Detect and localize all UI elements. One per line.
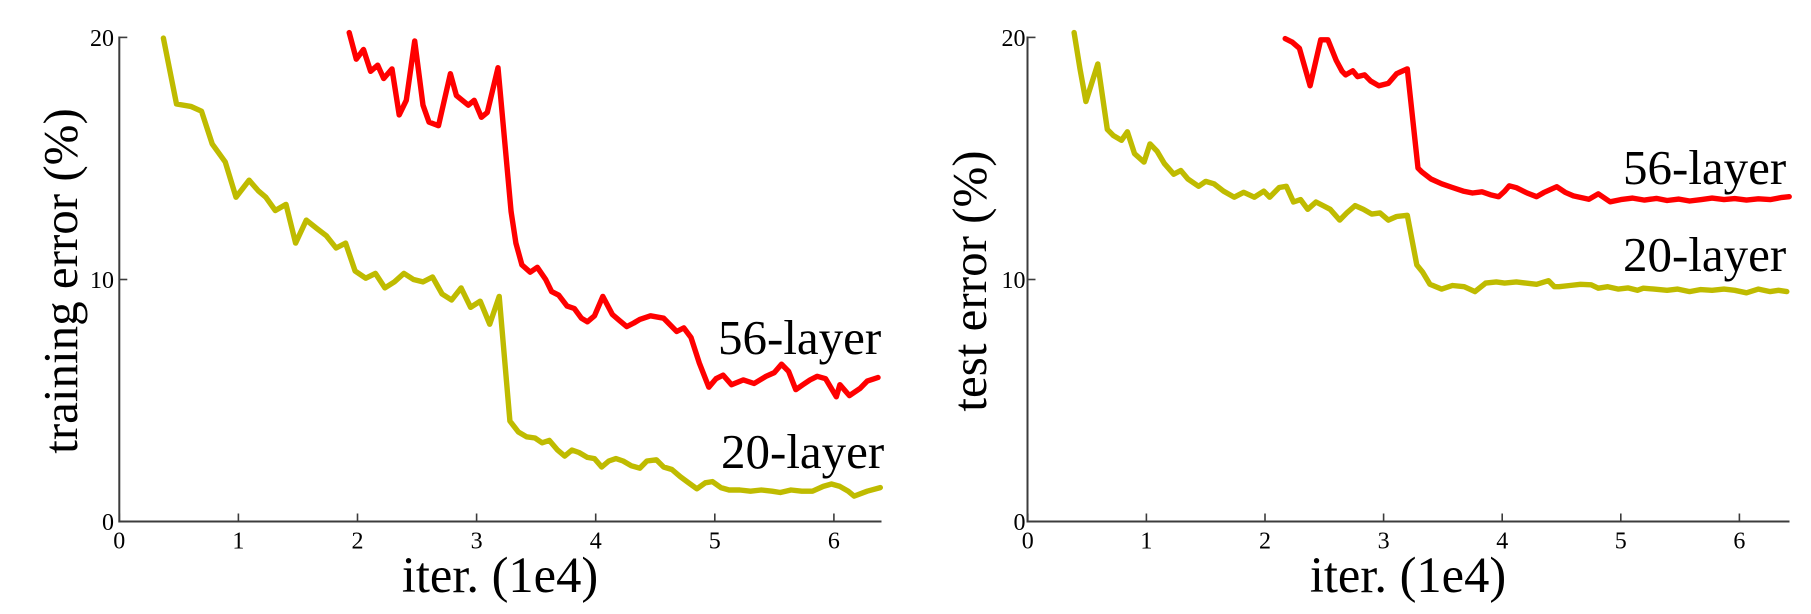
svg-text:test error (%): test error (%) [942,150,997,411]
svg-text:iter. (1e4): iter. (1e4) [402,547,598,603]
svg-text:4: 4 [1496,529,1508,555]
svg-text:10: 10 [1002,268,1026,294]
svg-text:5: 5 [1615,529,1627,555]
svg-text:2: 2 [352,529,364,555]
svg-text:0: 0 [1014,510,1026,536]
svg-text:20-layer: 20-layer [1623,227,1786,282]
svg-text:training error (%): training error (%) [33,108,88,454]
svg-text:6: 6 [1733,529,1745,555]
svg-text:1: 1 [232,529,244,555]
svg-text:5: 5 [709,529,721,555]
svg-text:0: 0 [113,529,125,555]
svg-text:56-layer: 56-layer [718,310,881,365]
svg-text:3: 3 [471,529,483,555]
svg-text:2: 2 [1259,529,1271,555]
svg-text:56-layer: 56-layer [1623,140,1786,195]
svg-text:6: 6 [828,529,840,555]
svg-text:1: 1 [1140,529,1152,555]
svg-text:20: 20 [1002,26,1026,52]
svg-text:iter. (1e4): iter. (1e4) [1310,547,1506,603]
svg-text:0: 0 [1022,529,1034,555]
svg-text:10: 10 [90,268,114,294]
svg-text:20: 20 [90,26,114,52]
svg-text:4: 4 [590,529,602,555]
svg-text:0: 0 [102,510,114,536]
svg-text:20-layer: 20-layer [721,424,884,479]
svg-text:3: 3 [1378,529,1390,555]
